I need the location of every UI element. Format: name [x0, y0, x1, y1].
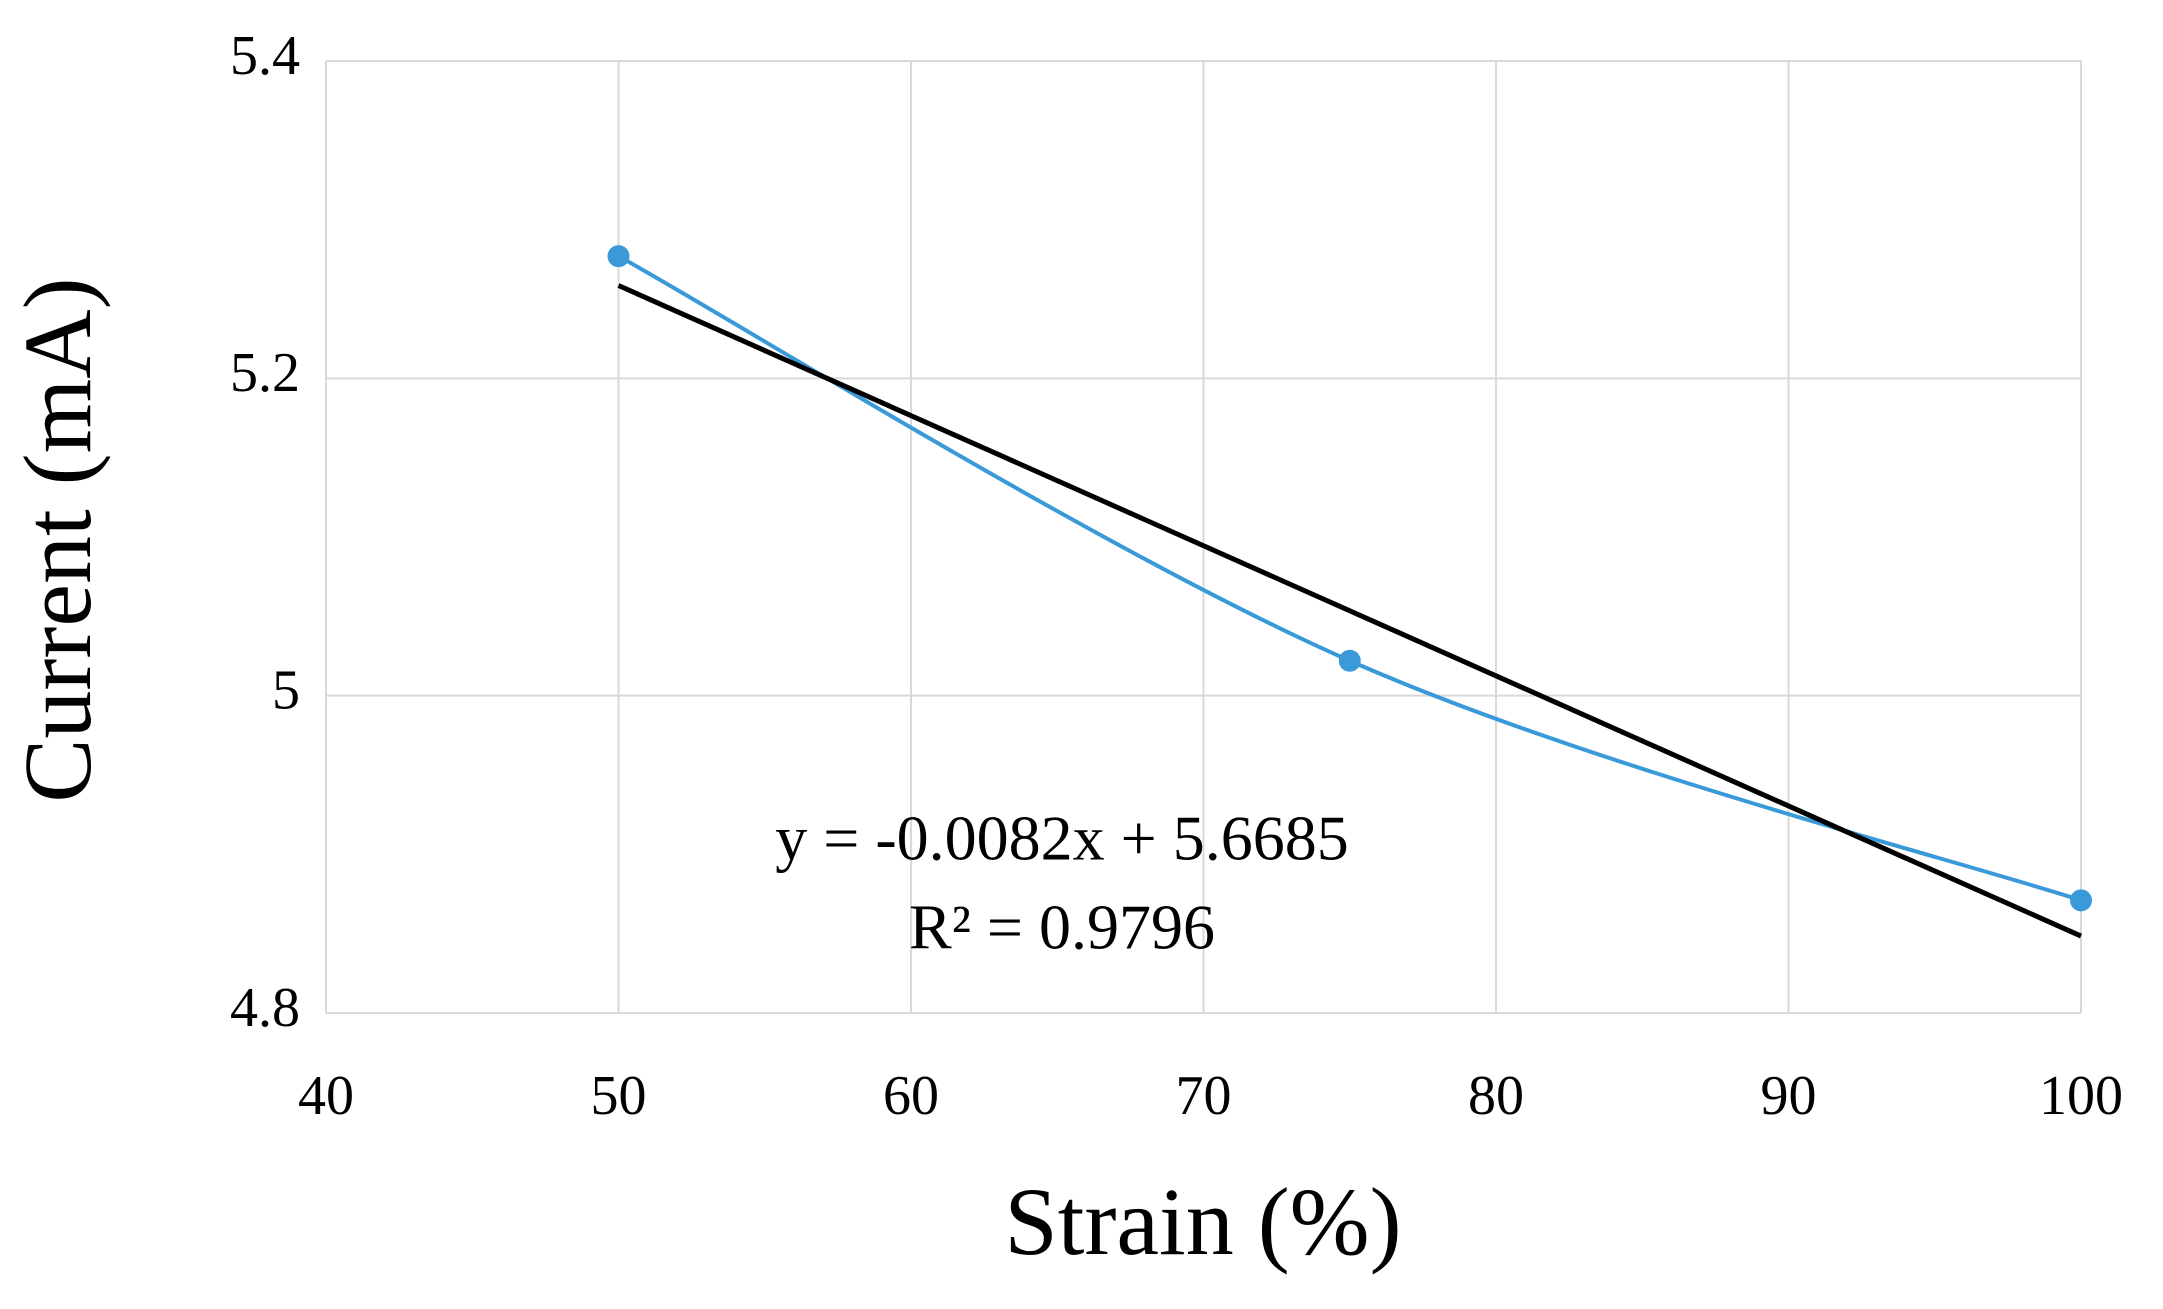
y-tick-label: 5.4 — [230, 25, 300, 87]
x-tick-label: 60 — [883, 1065, 939, 1127]
x-tick-label: 80 — [1468, 1065, 1524, 1127]
trend-equation: y = -0.0082x + 5.6685 — [775, 803, 1349, 874]
y-tick-label: 5 — [272, 660, 300, 722]
x-tick-label: 90 — [1761, 1065, 1817, 1127]
x-tick-label: 50 — [591, 1065, 647, 1127]
y-tick-label: 5.2 — [230, 342, 300, 404]
point — [607, 245, 630, 268]
point — [2070, 889, 2092, 912]
r-squared: R² = 0.9796 — [909, 892, 1215, 963]
x-tick-label: 40 — [298, 1065, 354, 1127]
x-tick-label: 100 — [2039, 1065, 2123, 1127]
point — [1338, 649, 1361, 672]
y-tick-label: 4.8 — [230, 977, 300, 1039]
trendline — [617, 283, 2083, 939]
x-axis-title: Strain (%) — [1004, 1168, 1401, 1275]
y-axis-title: Current (mA) — [4, 277, 111, 802]
x-tick-label: 70 — [1176, 1065, 1232, 1127]
